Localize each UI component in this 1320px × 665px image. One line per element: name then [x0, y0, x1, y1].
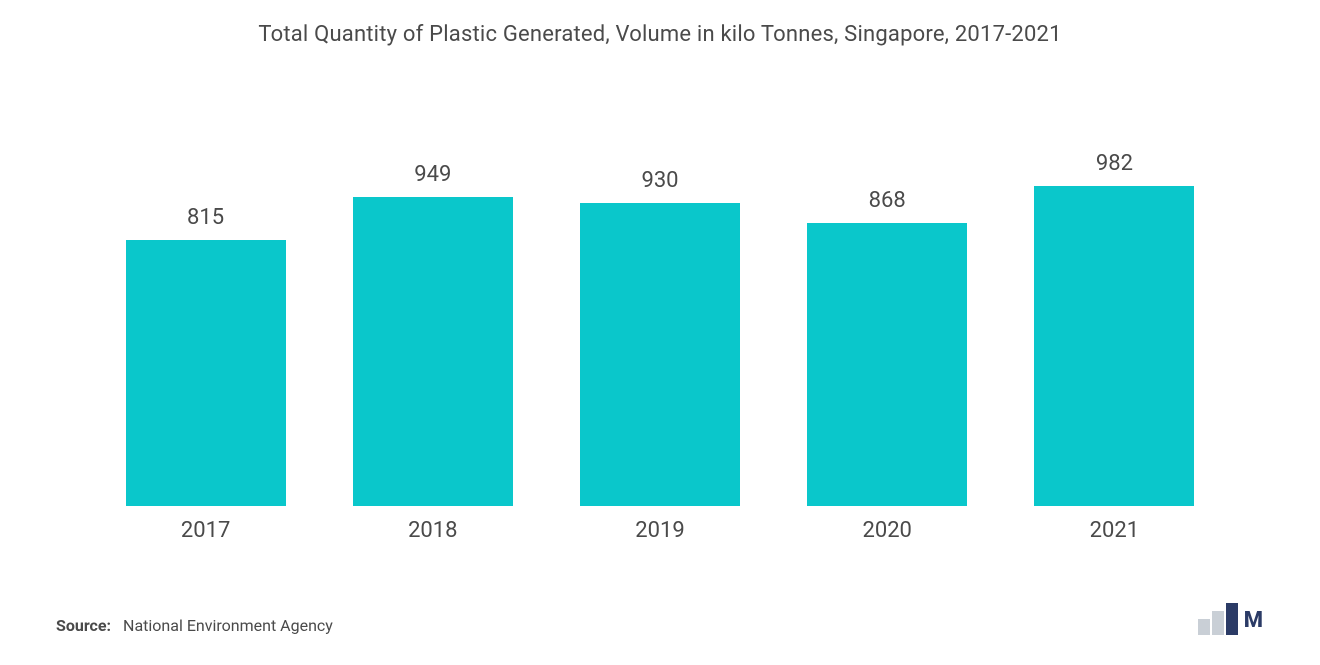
logo-bar-icon — [1198, 619, 1210, 635]
bar-group: 815 2017 — [92, 205, 319, 543]
source-label: Source: — [56, 616, 111, 635]
chart-container: Total Quantity of Plastic Generated, Vol… — [0, 0, 1320, 665]
footer-row: Source: National Environment Agency M — [52, 603, 1268, 635]
bar-category-label: 2021 — [1090, 518, 1139, 543]
bar-group: 930 2019 — [546, 168, 773, 543]
brand-logo: M — [1198, 603, 1264, 635]
plot-area: 815 2017 949 2018 930 2019 868 2020 982 2021 — [52, 47, 1268, 543]
bar — [1034, 186, 1194, 506]
bar-category-label: 2019 — [635, 518, 684, 543]
bar-category-label: 2017 — [181, 518, 230, 543]
bar — [807, 223, 967, 506]
bar-group: 868 2020 — [774, 188, 1001, 543]
bar — [353, 197, 513, 506]
bar — [580, 203, 740, 506]
bar-group: 982 2021 — [1001, 151, 1228, 543]
bar-value-label: 982 — [1096, 151, 1133, 176]
bar-category-label: 2018 — [408, 518, 457, 543]
logo-bar-icon — [1212, 611, 1224, 635]
chart-title: Total Quantity of Plastic Generated, Vol… — [52, 22, 1268, 47]
source-value: National Environment Agency — [123, 616, 333, 635]
bar-value-label: 868 — [869, 188, 906, 213]
logo-bar-icon — [1226, 603, 1238, 635]
bar-value-label: 949 — [414, 162, 451, 187]
bar-group: 949 2018 — [319, 162, 546, 543]
logo-text: M — [1244, 610, 1264, 632]
bar — [126, 240, 286, 506]
bar-category-label: 2020 — [862, 518, 911, 543]
bar-value-label: 930 — [641, 168, 678, 193]
bar-value-label: 815 — [187, 205, 224, 230]
source-line: Source: National Environment Agency — [56, 616, 333, 635]
